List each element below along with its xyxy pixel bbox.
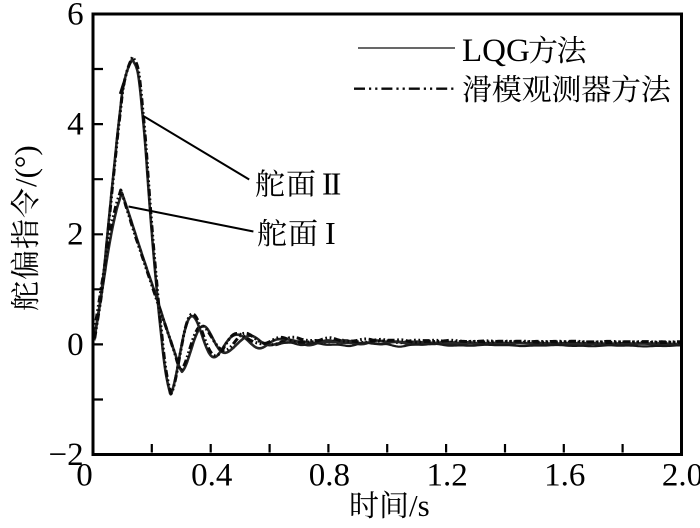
svg-text:4: 4 <box>67 107 84 143</box>
svg-text:LQG: LQG <box>462 33 530 69</box>
svg-text:0.4: 0.4 <box>191 458 232 494</box>
svg-text:−2: −2 <box>48 437 83 473</box>
svg-text:6: 6 <box>67 0 84 33</box>
svg-text:0.8: 0.8 <box>309 458 350 494</box>
svg-text:0: 0 <box>67 327 84 363</box>
svg-text:1.2: 1.2 <box>426 458 467 494</box>
svg-text:II: II <box>322 166 341 202</box>
svg-text:1.6: 1.6 <box>544 458 585 494</box>
svg-text:/s: /s <box>409 488 430 523</box>
svg-text:I: I <box>325 215 336 251</box>
svg-text:2: 2 <box>67 217 84 253</box>
svg-text:/(°): /(°) <box>8 145 43 187</box>
svg-text:0: 0 <box>76 458 93 494</box>
svg-text:2.0: 2.0 <box>662 458 700 494</box>
